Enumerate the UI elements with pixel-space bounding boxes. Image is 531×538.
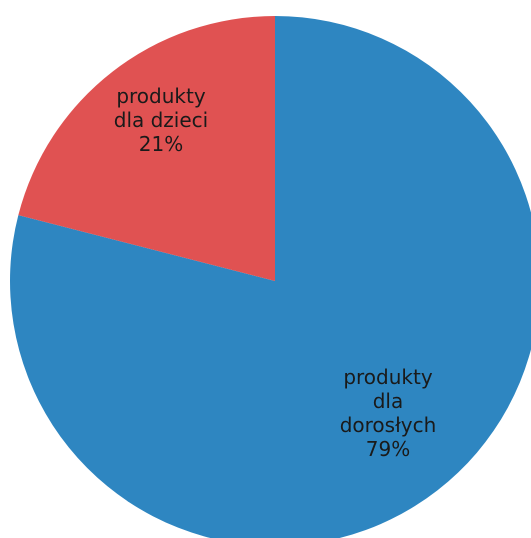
slice-label-1: produkty dla dzieci 21% [114, 84, 208, 156]
slice-label-line: produkty [116, 84, 206, 108]
slice-label-line: dla dzieci [114, 108, 208, 132]
slice-label-line: dla [373, 389, 404, 413]
pie-slice-1 [18, 16, 276, 281]
slice-label-line: produkty [343, 365, 433, 389]
slice-label-line: 21% [139, 132, 183, 156]
pie-slice-0 [10, 16, 531, 538]
slice-label-0: produkty dla dorosłych 79% [340, 365, 437, 461]
slice-label-line: 79% [366, 437, 410, 461]
slice-label-line: dorosłych [340, 413, 437, 437]
